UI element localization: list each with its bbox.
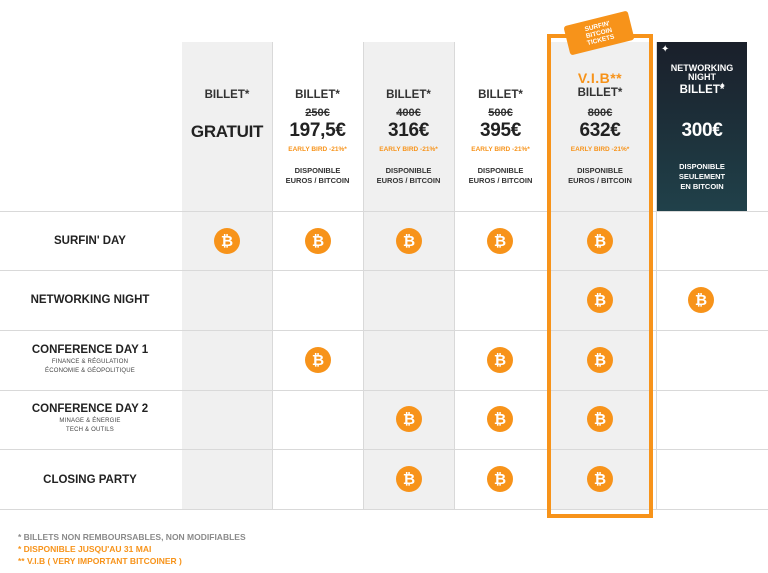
bitcoin-icon: ₿ — [587, 466, 613, 492]
bitcoin-icon: ₿ — [587, 228, 613, 254]
ticket-label: BILLET* — [386, 89, 431, 101]
bitcoin-icon: ₿ — [305, 228, 331, 254]
divider — [454, 42, 455, 509]
divider — [272, 42, 273, 509]
ticket-header-gratuit: BILLET* GRATUIT — [182, 42, 272, 212]
bitcoin-icon: ₿ — [305, 347, 331, 373]
ticket-price: GRATUIT — [190, 122, 264, 141]
vib-title: V.I.B** — [577, 70, 623, 86]
networking-title: NETWORKING NIGHT — [670, 63, 734, 82]
footer-note: * BILLETS NON REMBOURSABLES, NON MODIFIA… — [18, 532, 246, 542]
bitcoin-icon: ₿ — [396, 228, 422, 254]
ticket-header-day: BILLET* 250€ 197,5€ EARLY BIRD -21%* DIS… — [272, 42, 363, 212]
bitcoin-icon: ₿ — [487, 406, 513, 432]
ticket-price: 395€ — [479, 120, 522, 141]
availability-text: DISPONIBLE EUROS / BITCOIN — [468, 166, 533, 185]
bitcoin-icon: ₿ — [487, 347, 513, 373]
footer-note: * DISPONIBLE JUSQU'AU 31 MAI — [18, 544, 152, 554]
bitcoin-icon: ₿ — [587, 406, 613, 432]
availability-text: DISPONIBLE EUROS / BITCOIN — [568, 166, 632, 185]
early-bird-label: EARLY BIRD -21%* — [570, 146, 630, 153]
ticket-header-party: BILLET* 400€ 316€ EARLY BIRD -21%* DISPO… — [363, 42, 454, 212]
column-gratuit-bg — [182, 42, 272, 509]
bitcoin-icon: ₿ — [688, 287, 714, 313]
ticket-price: 197,5€ — [289, 120, 346, 141]
ticket-label: BILLET* — [295, 89, 340, 101]
bitcoin-icon: ₿ — [487, 466, 513, 492]
footer-note: ** V.I.B ( VERY IMPORTANT BITCOINER ) — [18, 556, 182, 566]
ticket-header-conf: BILLET* 500€ 395€ EARLY BIRD -21%* DISPO… — [454, 42, 547, 212]
availability-text: DISPONIBLE EUROS / BITCOIN — [285, 166, 350, 185]
ticket-header-vib: V.I.B** BILLET* 800€ 632€ EARLY BIRD -21… — [551, 42, 649, 212]
ticket-price: 316€ — [387, 120, 430, 141]
ticket-label: BILLET* — [679, 84, 725, 96]
ticket-price: 632€ — [579, 120, 621, 141]
ticket-old-price: 250€ — [305, 107, 330, 119]
row-label-conference-day-2: CONFERENCE DAY 2 MINAGE & ÉNERGIE TECH &… — [31, 403, 149, 433]
ticket-header-networking: NETWORKING NIGHT BILLET* 300€ DISPONIBLE S… — [657, 42, 747, 212]
bitcoin-icon: ₿ — [587, 347, 613, 373]
early-bird-label: EARLY BIRD -21%* — [471, 146, 530, 153]
row-label-conference-day-1: CONFERENCE DAY 1 FINANCE & RÉGULATION ÉC… — [31, 344, 149, 374]
ticket-label: BILLET* — [478, 89, 523, 101]
divider — [0, 211, 768, 212]
footer-notes: * BILLETS NON REMBOURSABLES, NON MODIFIA… — [18, 531, 246, 567]
divider — [0, 390, 768, 391]
divider — [656, 42, 657, 509]
ticket-old-price: 500€ — [488, 107, 513, 119]
divider — [0, 330, 768, 331]
divider — [0, 509, 768, 510]
availability-text: DISPONIBLE SEULEMENT EN BITCOIN — [678, 162, 726, 191]
availability-text: DISPONIBLE EUROS / BITCOIN — [376, 166, 441, 185]
column-day-bg — [272, 42, 363, 509]
ticket-old-price: 400€ — [396, 107, 421, 119]
ticket-old-price: 800€ — [587, 107, 613, 119]
bitcoin-icon: ₿ — [396, 466, 422, 492]
divider — [0, 270, 768, 271]
column-networking-bg — [657, 42, 747, 212]
bitcoin-icon: ₿ — [587, 287, 613, 313]
sparkle-icon: ✦ — [661, 44, 670, 55]
early-bird-label: EARLY BIRD -21%* — [288, 146, 347, 153]
row-label-surfin-day: SURFIN' DAY — [54, 235, 126, 247]
bitcoin-icon: ₿ — [396, 406, 422, 432]
ticket-price: 300€ — [681, 120, 723, 141]
row-label-networking-night: NETWORKING NIGHT — [30, 294, 150, 306]
bitcoin-icon: ₿ — [214, 228, 240, 254]
divider — [0, 449, 768, 450]
sparkle-icon: ✦ — [719, 81, 726, 90]
vib-highlight-frame — [547, 34, 653, 518]
ticket-label: BILLET* — [577, 87, 623, 99]
ticket-label: BILLET* — [204, 89, 250, 101]
early-bird-label: EARLY BIRD -21%* — [379, 146, 438, 153]
divider — [363, 42, 364, 509]
row-label-closing-party: CLOSING PARTY — [43, 474, 137, 486]
bitcoin-icon: ₿ — [487, 228, 513, 254]
